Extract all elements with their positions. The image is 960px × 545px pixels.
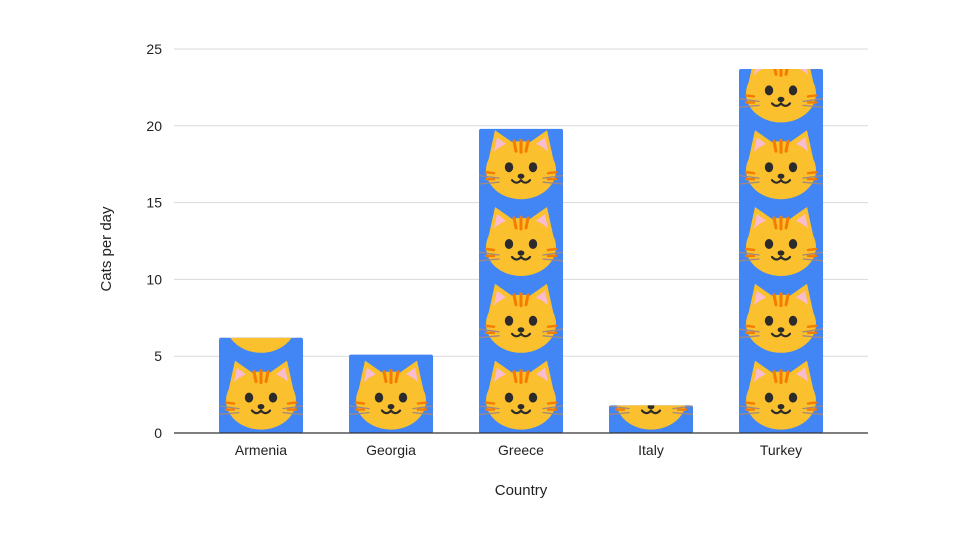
x-tick-label: Turkey bbox=[760, 442, 802, 458]
cat-face-icon bbox=[479, 360, 563, 430]
cat-face-icon bbox=[609, 405, 693, 430]
cat-face-icon bbox=[479, 130, 563, 200]
y-tick-label: 0 bbox=[154, 425, 162, 441]
y-tick-label: 10 bbox=[146, 271, 162, 287]
cat-face-icon bbox=[219, 337, 303, 353]
cat-face-icon bbox=[479, 283, 563, 353]
y-tick-label: 5 bbox=[154, 348, 162, 364]
bars bbox=[219, 68, 823, 433]
cat-face-icon bbox=[739, 130, 823, 200]
cat-face-icon bbox=[349, 360, 433, 430]
labels: 0 5 10 15 20 25 Armenia Georgia Greece Italy Turke… bbox=[146, 41, 802, 458]
bar-georgia bbox=[347, 284, 435, 433]
cat-face-icon bbox=[219, 360, 303, 430]
y-tick-label: 25 bbox=[146, 41, 162, 57]
x-tick-label: Greece bbox=[498, 442, 544, 458]
cat-face-icon bbox=[739, 68, 823, 123]
y-tick-label: 20 bbox=[146, 118, 162, 134]
x-axis-title: Country bbox=[495, 482, 548, 499]
bar-rect bbox=[479, 128, 563, 433]
cat-face-icon bbox=[739, 207, 823, 276]
cat-face-icon bbox=[479, 207, 563, 276]
cat-face-icon bbox=[739, 360, 823, 430]
cat-face-icon bbox=[739, 283, 823, 353]
bar-greece bbox=[479, 128, 563, 433]
bar-turkey bbox=[739, 68, 823, 433]
cat-face-icon bbox=[347, 284, 435, 353]
x-tick-label: Armenia bbox=[235, 442, 287, 458]
y-axis-title: Cats per day bbox=[98, 206, 115, 292]
x-tick-label: Italy bbox=[638, 442, 664, 458]
x-tick-label: Georgia bbox=[366, 442, 416, 458]
bar-armenia bbox=[219, 337, 303, 433]
y-tick-label: 15 bbox=[146, 195, 162, 211]
bar-italy bbox=[609, 405, 693, 433]
